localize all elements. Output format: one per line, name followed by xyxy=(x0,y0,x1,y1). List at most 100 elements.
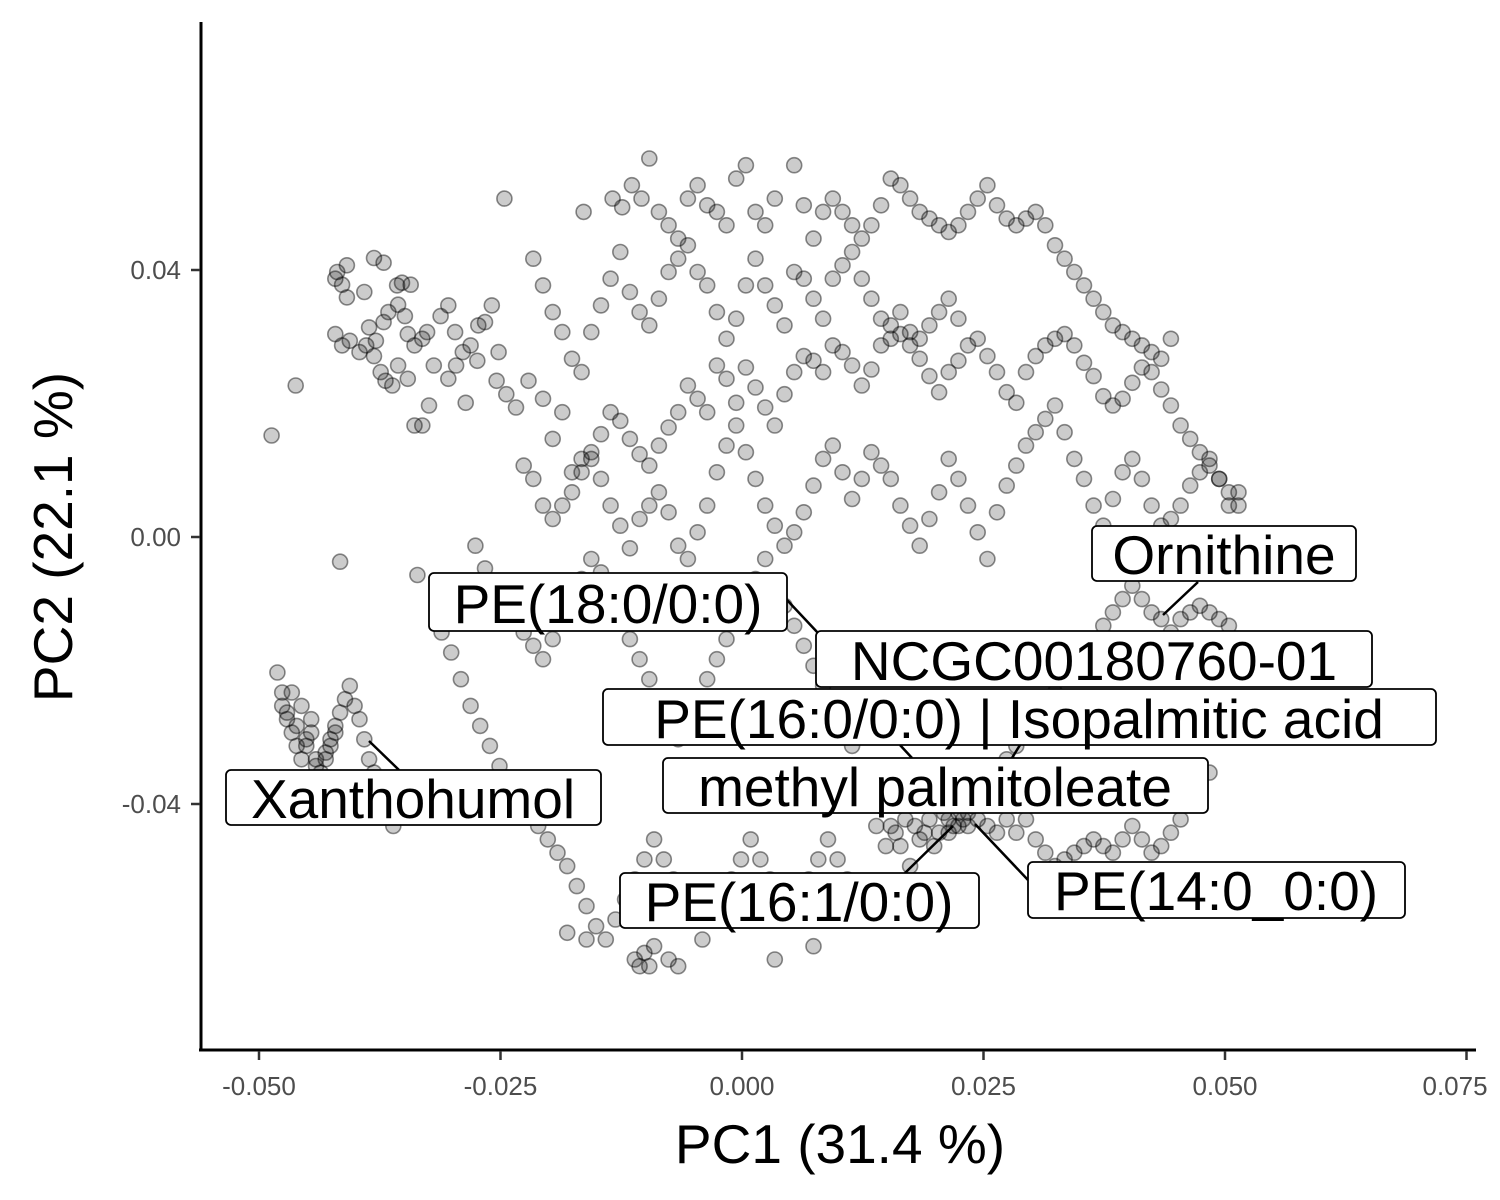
label-pe-16-1-box xyxy=(619,872,980,929)
data-point xyxy=(602,270,619,288)
data-point xyxy=(331,553,349,571)
label-pe-14-0: PE(14:0_0:0) xyxy=(974,823,1406,922)
data-point xyxy=(708,650,726,668)
data-point xyxy=(636,944,653,962)
data-point xyxy=(650,203,668,221)
data-point xyxy=(1162,824,1180,842)
label-xanthohumol-connector xyxy=(368,740,400,771)
data-point xyxy=(979,347,996,365)
data-point xyxy=(333,276,351,294)
data-point xyxy=(1143,363,1160,381)
data-point xyxy=(1114,390,1131,408)
data-point xyxy=(921,210,938,227)
data-point xyxy=(742,831,760,848)
data-point xyxy=(916,824,933,842)
data-point xyxy=(520,372,537,390)
label-ornithine: Ornithine xyxy=(1091,524,1357,616)
data-point xyxy=(737,277,755,294)
data-point xyxy=(326,717,344,735)
data-point xyxy=(481,737,499,755)
data-point xyxy=(766,951,784,968)
data-point xyxy=(805,477,822,494)
data-point xyxy=(853,377,871,394)
data-point xyxy=(911,350,929,368)
data-point xyxy=(355,283,373,301)
x-tick-label: 0.050 xyxy=(1192,1071,1257,1101)
data-point xyxy=(911,330,929,348)
data-point xyxy=(582,443,600,461)
data-point xyxy=(698,403,716,421)
data-point xyxy=(563,350,581,368)
data-point xyxy=(602,497,619,514)
data-point xyxy=(563,463,581,481)
data-point xyxy=(766,517,784,535)
data-point xyxy=(1191,463,1209,481)
data-point xyxy=(1066,844,1083,862)
label-ncgc00180760-01-text: NCGC00180760-01 xyxy=(851,630,1337,692)
data-point xyxy=(507,399,525,416)
data-point xyxy=(979,817,996,835)
data-point xyxy=(1124,450,1141,468)
data-point xyxy=(950,310,967,328)
data-point xyxy=(326,270,344,288)
data-point xyxy=(921,510,938,528)
ticks-layer: -0.050 -0.025 0.000 0.025 0.050 0.075 -0.04 0.0… xyxy=(122,255,1488,1101)
data-point xyxy=(795,503,813,521)
data-point xyxy=(467,537,484,555)
data-point xyxy=(1114,590,1131,608)
data-point xyxy=(573,363,590,381)
data-point xyxy=(1056,423,1073,441)
label-pe-18-0-box xyxy=(428,572,788,632)
data-point xyxy=(351,343,368,361)
data-point xyxy=(1066,263,1083,281)
data-point xyxy=(650,437,668,454)
data-point xyxy=(921,317,938,334)
data-point xyxy=(1007,394,1025,412)
data-point xyxy=(1046,330,1064,348)
data-point xyxy=(469,317,487,334)
x-axis-title: PC1 (31.4 %) xyxy=(675,1113,1005,1175)
data-point xyxy=(776,317,793,334)
data-point xyxy=(288,717,306,735)
data-point xyxy=(553,323,571,341)
data-point xyxy=(462,337,479,354)
data-point xyxy=(708,203,726,221)
data-point xyxy=(698,670,716,688)
data-point xyxy=(747,203,764,221)
data-point xyxy=(698,277,716,294)
data-point xyxy=(660,419,677,436)
label-ornithine-box xyxy=(1091,525,1357,582)
data-point xyxy=(756,277,774,294)
data-point xyxy=(1220,483,1238,501)
data-point xyxy=(375,313,392,331)
data-point xyxy=(650,483,668,501)
data-point xyxy=(950,470,967,488)
data-point xyxy=(756,399,774,416)
data-point xyxy=(930,383,948,401)
data-point xyxy=(611,517,629,535)
data-point xyxy=(829,851,846,868)
data-point xyxy=(1114,463,1131,481)
data-point xyxy=(611,412,629,430)
data-point xyxy=(708,303,726,321)
data-point xyxy=(307,750,325,768)
data-point xyxy=(1066,450,1083,468)
data-point xyxy=(1114,323,1131,341)
data-point xyxy=(1037,217,1054,234)
data-point xyxy=(1172,610,1189,628)
data-point xyxy=(853,230,871,247)
data-point xyxy=(534,277,552,294)
data-point xyxy=(1220,497,1238,514)
label-pe-16-1: PE(16:1/0:0) xyxy=(619,825,980,933)
data-point xyxy=(940,363,958,381)
data-point xyxy=(1085,367,1102,385)
data-point xyxy=(756,497,774,514)
data-point xyxy=(446,323,464,341)
data-point xyxy=(776,385,793,403)
data-point xyxy=(1104,604,1122,621)
data-point xyxy=(718,370,735,388)
data-point xyxy=(1152,837,1170,855)
data-point xyxy=(824,337,842,354)
data-point xyxy=(357,337,375,354)
